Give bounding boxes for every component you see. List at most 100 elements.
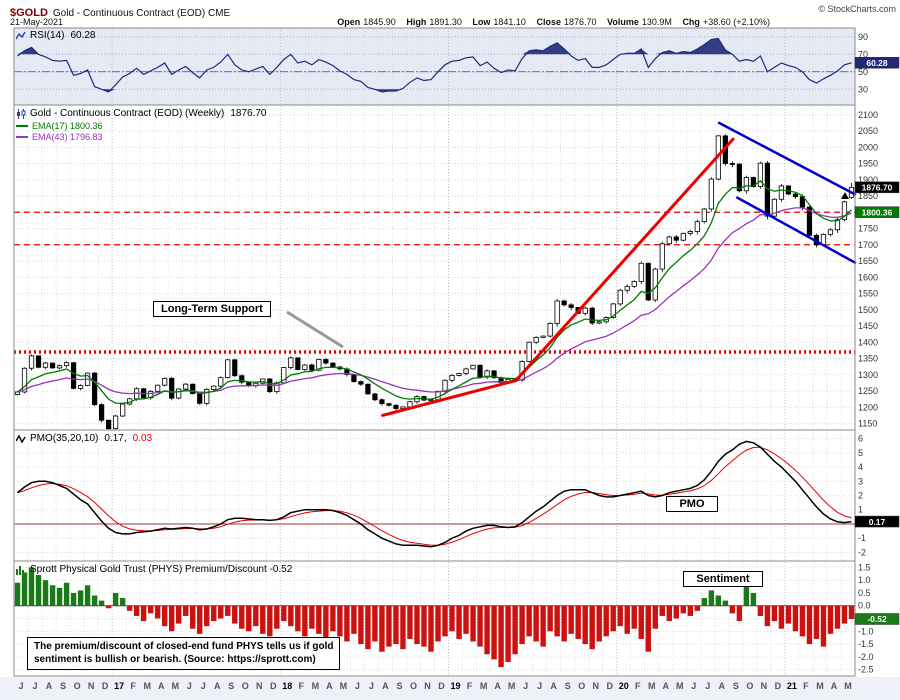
ema-value-box bbox=[854, 206, 900, 218]
x-axis-month-label: A bbox=[158, 681, 165, 691]
rsi-value-box-text: 60.28 bbox=[866, 58, 888, 68]
price-ytick: 1400 bbox=[858, 337, 878, 347]
ema43-line bbox=[17, 207, 852, 395]
x-axis-year-label: 20 bbox=[619, 681, 629, 691]
x-axis-month-label: J bbox=[18, 681, 23, 691]
x-axis-month-label: D bbox=[606, 681, 613, 691]
chg-label: Chg bbox=[682, 17, 700, 27]
high-label: High bbox=[406, 17, 427, 27]
x-axis-month-label: F bbox=[299, 681, 305, 691]
x-axis-month-label: D bbox=[438, 681, 445, 691]
x-axis-month-label: N bbox=[88, 681, 95, 691]
price-ytick: 1700 bbox=[858, 240, 878, 250]
x-axis-month-label: J bbox=[537, 681, 542, 691]
pmo-ytick: 2 bbox=[858, 491, 863, 501]
x-axis-month-label: J bbox=[201, 681, 206, 691]
x-axis-month-label: A bbox=[214, 681, 221, 691]
sentiment-title: Sprott Physical Gold Trust (PHYS) Premiu… bbox=[16, 564, 292, 575]
price-panel bbox=[13, 104, 857, 431]
x-axis-month-label: J bbox=[187, 681, 192, 691]
x-axis-month-label: J bbox=[32, 681, 37, 691]
x-axis-month-label: F bbox=[130, 681, 136, 691]
ema17-line-icon bbox=[16, 125, 28, 127]
price-ytick: 1200 bbox=[858, 402, 878, 412]
sentiment-ytick: 0.0 bbox=[858, 601, 871, 611]
sentiment-value-box-text: -0.52 bbox=[867, 614, 887, 624]
x-axis-year-label: 19 bbox=[450, 681, 460, 691]
instrument-name: Gold - Continuous Contract (EOD) CME bbox=[52, 8, 231, 19]
sentiment-ytick: 0.5 bbox=[858, 588, 871, 598]
price-title: Gold - Continuous Contract (EOD) (Weekly… bbox=[16, 108, 266, 119]
chart-header: $GOLD Gold - Continuous Contract (EOD) CM… bbox=[10, 3, 230, 21]
x-axis-month-label: M bbox=[340, 681, 348, 691]
pmo-ytick: -1 bbox=[858, 533, 866, 543]
pmo-panel-icon bbox=[16, 434, 26, 443]
axis-labels: 9070503021002050200019501900185018001750… bbox=[18, 32, 878, 691]
pmo-ytick: 6 bbox=[858, 434, 863, 444]
price-ytick: 1750 bbox=[858, 224, 878, 234]
pmo-ytick: 4 bbox=[858, 462, 863, 472]
price-title-value: 1876.70 bbox=[230, 108, 267, 119]
x-axis-month-label: A bbox=[326, 681, 333, 691]
price-ytick: 1600 bbox=[858, 272, 878, 282]
pmo-ytick: 5 bbox=[858, 448, 863, 458]
long-term-support-callout bbox=[286, 310, 344, 349]
x-axis-month-label: A bbox=[719, 681, 726, 691]
sentiment-ytick: -1.5 bbox=[858, 639, 874, 649]
x-axis-month-label: S bbox=[228, 681, 234, 691]
x-axis-month-label: A bbox=[494, 681, 501, 691]
rsi-value-box bbox=[854, 57, 900, 69]
pmo-ytick: -2 bbox=[858, 547, 866, 557]
price-ytick: 1250 bbox=[858, 386, 878, 396]
x-axis-month-label: F bbox=[803, 681, 809, 691]
falling-wedge-upper-trendline bbox=[717, 121, 857, 196]
candlestick-panel-icon bbox=[17, 108, 26, 119]
sentiment-panel bbox=[13, 560, 856, 677]
rsi-ytick: 50 bbox=[858, 67, 868, 77]
x-axis-month-label: M bbox=[508, 681, 516, 691]
price-ytick: 2000 bbox=[858, 142, 878, 152]
x-axis-month-label: O bbox=[746, 681, 753, 691]
symbol: $GOLD bbox=[10, 7, 48, 19]
pmo-signal-value: 0.03 bbox=[132, 433, 153, 444]
ema17-line bbox=[17, 179, 852, 404]
rising-trendline-2019 bbox=[514, 137, 735, 383]
price-ytick: 1950 bbox=[858, 159, 878, 169]
x-axis-month-label: O bbox=[74, 681, 81, 691]
long-term-support-label: Long-Term Support bbox=[153, 301, 271, 317]
price-value-box-text: 1876.70 bbox=[862, 183, 893, 193]
high-value: 1891.30 bbox=[429, 17, 462, 27]
rsi-ytick: 90 bbox=[858, 32, 868, 42]
x-axis-month-label: S bbox=[565, 681, 571, 691]
chg-value: +38.60 (+2.10%) bbox=[702, 17, 770, 27]
volume-label: Volume bbox=[607, 17, 639, 27]
price-value-box bbox=[854, 181, 900, 194]
x-axis-month-label: N bbox=[256, 681, 263, 691]
price-ytick: 1350 bbox=[858, 354, 878, 364]
x-axis-strip bbox=[0, 677, 900, 700]
x-axis-month-label: J bbox=[523, 681, 528, 691]
falling-wedge-lower-trendline bbox=[736, 196, 857, 264]
x-axis-month-label: M bbox=[676, 681, 684, 691]
pmo-ytick: 1 bbox=[858, 505, 863, 515]
x-axis-month-label: D bbox=[270, 681, 277, 691]
x-axis-month-label: M bbox=[844, 681, 852, 691]
quote-line: Open 1845.90 High 1891.30 Low 1841.10 Close… bbox=[337, 17, 770, 27]
rsi-panel-background bbox=[14, 28, 855, 105]
x-axis-month-label: A bbox=[831, 681, 838, 691]
x-axis-month-label: S bbox=[396, 681, 402, 691]
x-axis-month-label: F bbox=[467, 681, 473, 691]
pmo-annotation-label: PMO bbox=[666, 496, 718, 512]
rsi-title: RSI(14) 60.28 bbox=[16, 30, 95, 41]
sentiment-ytick: 1.0 bbox=[858, 575, 871, 585]
x-axis-month-label: F bbox=[635, 681, 641, 691]
pmo-value-box-text: 0.17 bbox=[869, 517, 886, 527]
sentiment-value-box bbox=[854, 613, 900, 625]
x-axis-month-label: J bbox=[369, 681, 374, 691]
pmo-title: PMO(35,20,10) 0.17, 0.03 bbox=[16, 433, 152, 444]
ema43-label: EMA(43) 1796.83 bbox=[32, 132, 103, 142]
ema17-label: EMA(17) 1800.36 bbox=[32, 121, 103, 131]
pmo-ytick: 3 bbox=[858, 476, 863, 486]
